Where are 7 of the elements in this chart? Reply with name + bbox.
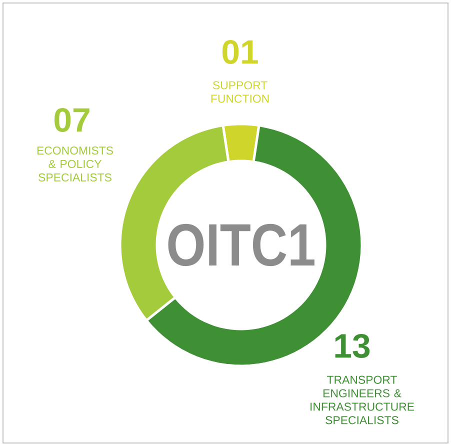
text: OITC1 [168,224,314,266]
slice-label: SUPPORT FUNCTION [211,81,269,103]
slice-label: ECONOMISTS & POLICY SPECIALISTS [37,146,113,182]
data-label: 13 [335,334,370,358]
data-label: 01 [222,40,258,64]
data-label: 07 [54,108,90,132]
slice-label: TRANSPORT ENGINEERS & INFRASTRUCTURE SPECIALISTS [310,376,414,424]
